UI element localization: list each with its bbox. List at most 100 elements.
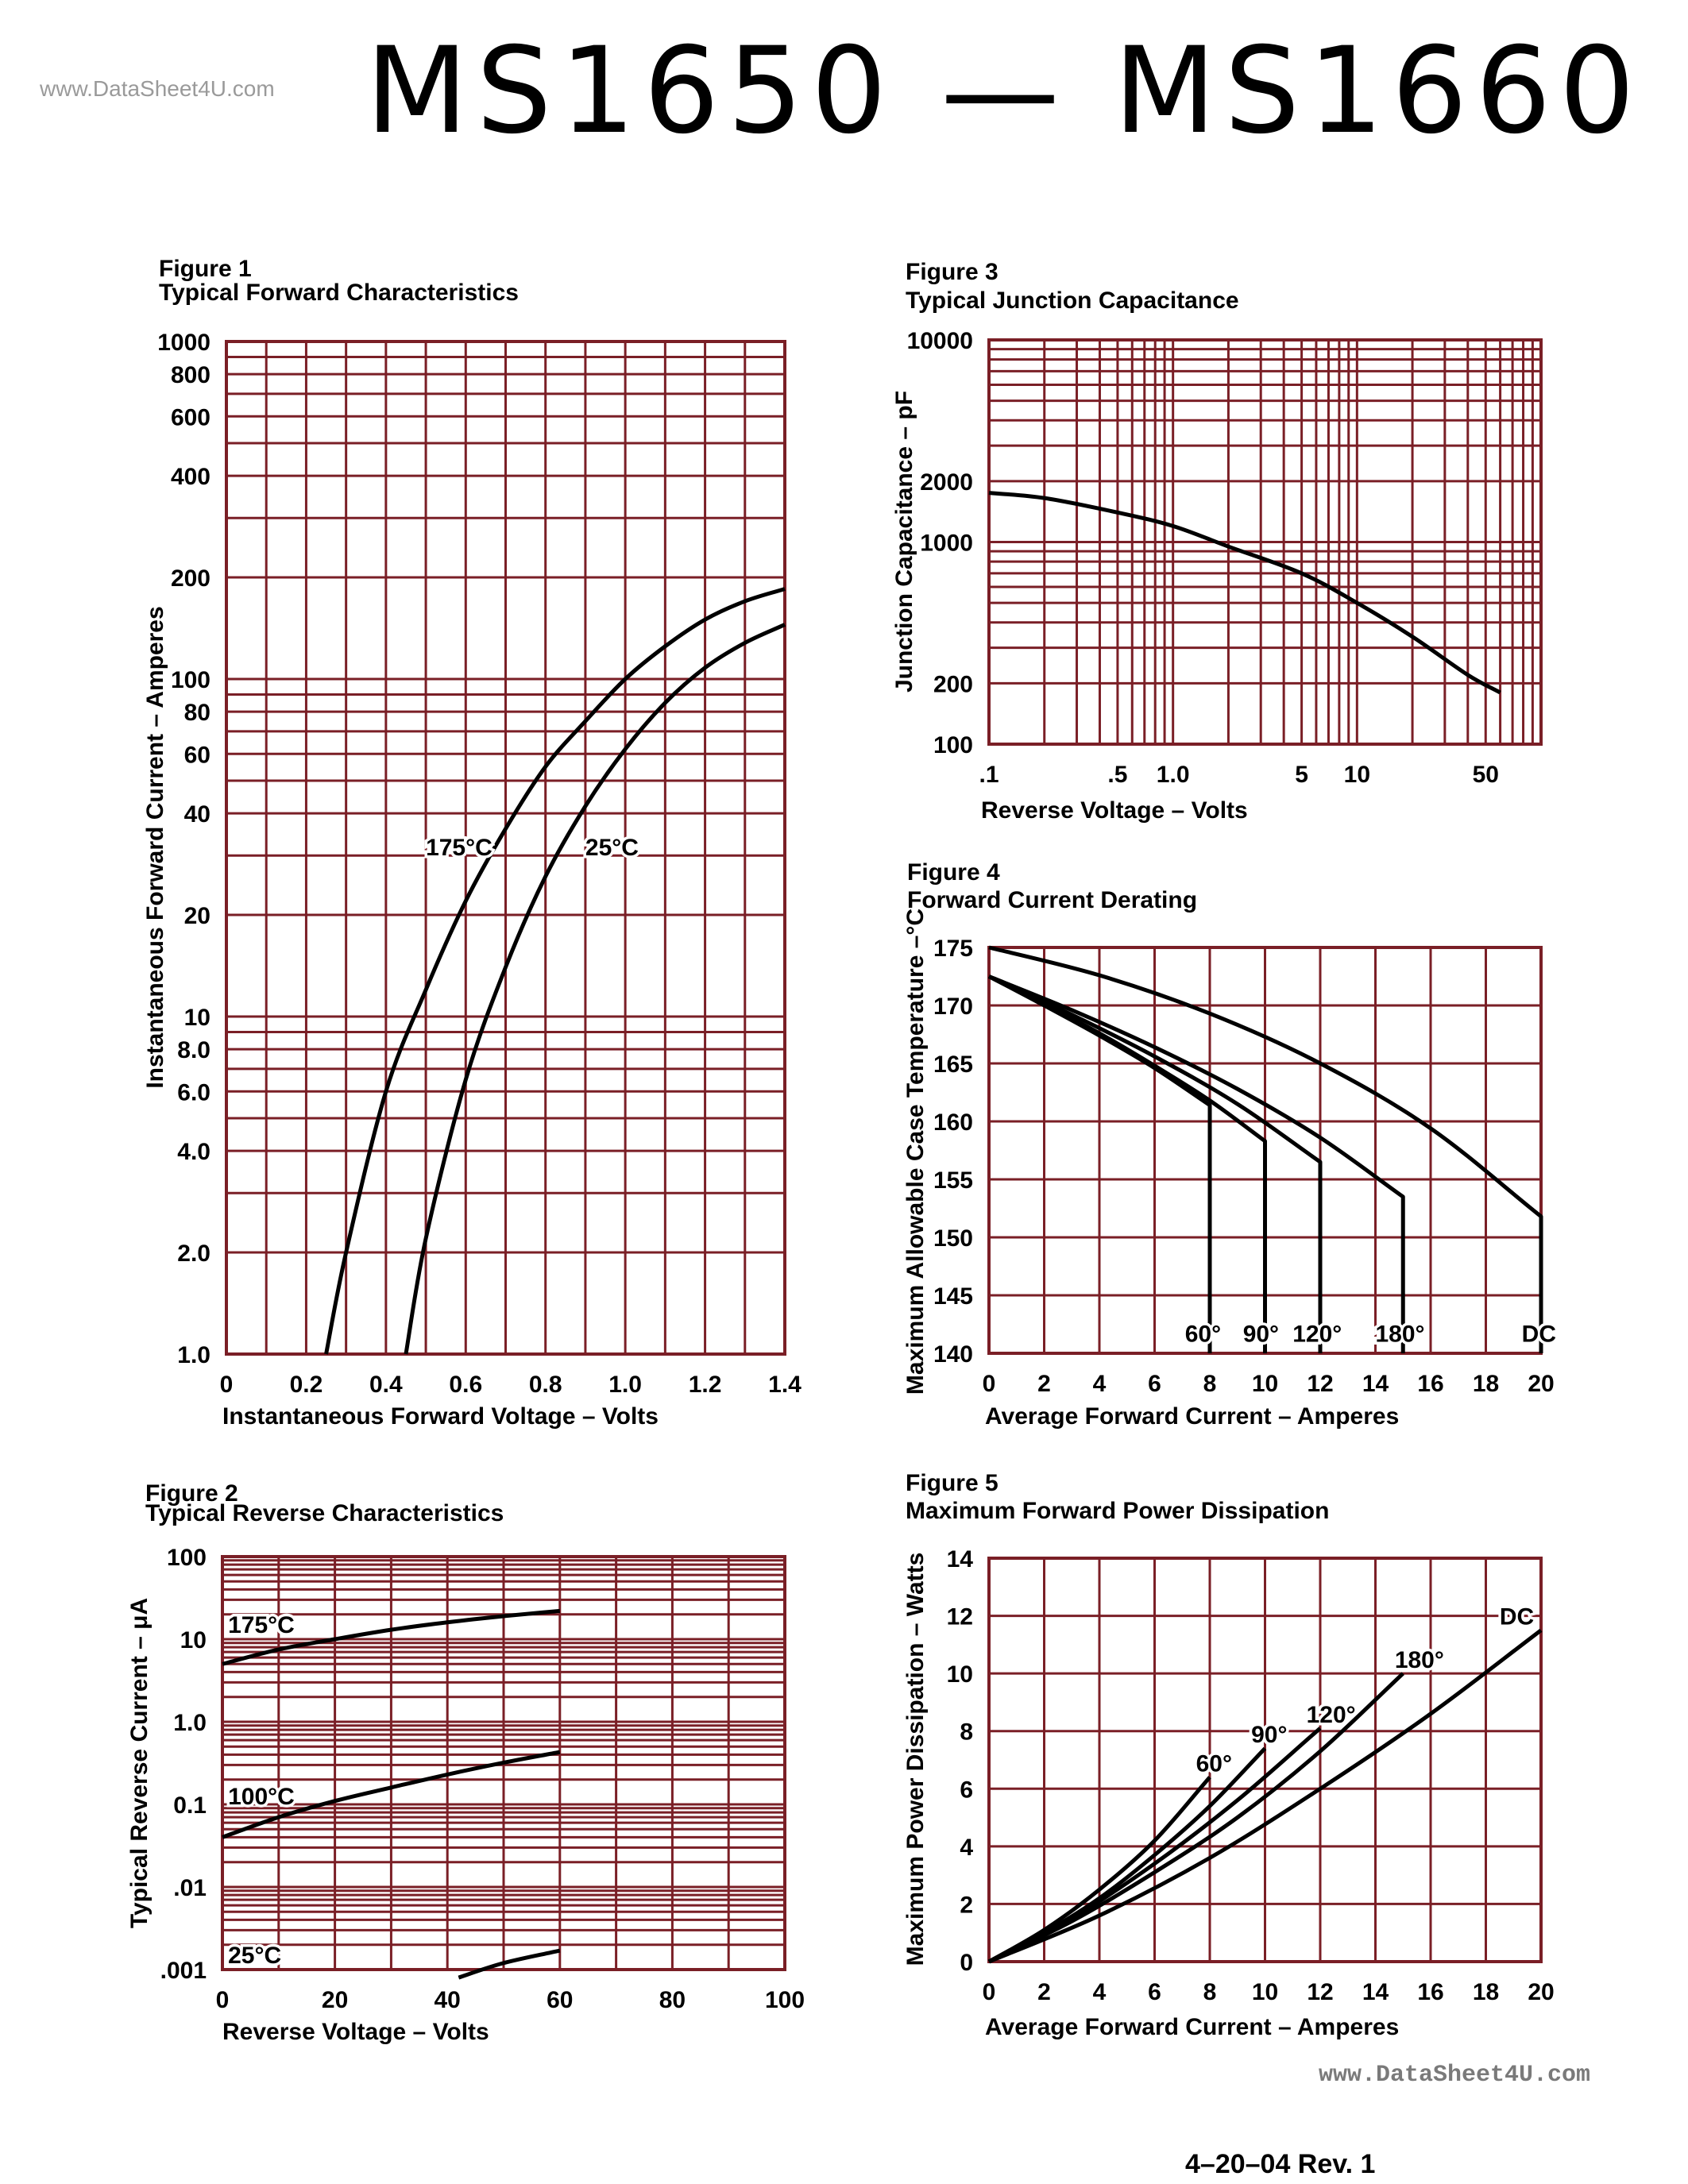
x-tick-label: 0.6 bbox=[449, 1372, 482, 1398]
fig4-tick-labels: 0 2 4 6 8 10 12 14 16 18 20 140 145 150 155 160 165 170 17… bbox=[933, 936, 1555, 1397]
fig2-curve-label: 100°C bbox=[228, 1784, 295, 1810]
x-tick-label: 1.4 bbox=[768, 1372, 802, 1398]
y-tick-label: 14 bbox=[947, 1546, 974, 1572]
fig5-curve-dc bbox=[988, 1628, 1543, 1964]
fig5-tick-labels: 0 2 4 6 8 10 12 14 16 18 20 0 2 4 6 8 10 12 14 bbox=[947, 1546, 1555, 2005]
fig2-curve-100-c bbox=[222, 1750, 561, 1839]
x-tick-label: 1.0 bbox=[1157, 762, 1190, 788]
fig4-curve-label: 180° bbox=[1376, 1321, 1425, 1347]
x-tick-label: 10 bbox=[1252, 1979, 1278, 2005]
fig5-y-axis-label: Maximum Power Dissipation – Watts bbox=[902, 1553, 929, 1966]
y-tick-label: 4.0 bbox=[177, 1139, 211, 1165]
fig3-tick-labels: .1 .5 1.0 5 10 50 100 200 1000 2000 10000 bbox=[907, 328, 1499, 788]
y-tick-label: 170 bbox=[933, 994, 973, 1020]
fig5-curve-label: 60° bbox=[1196, 1751, 1232, 1777]
fig4-curve-label: 120° bbox=[1292, 1321, 1342, 1347]
x-tick-label: 14 bbox=[1362, 1371, 1389, 1397]
y-tick-label: 2000 bbox=[920, 469, 973, 496]
fig3-grid bbox=[987, 340, 1541, 746]
fig1-title: Typical Forward Characteristics bbox=[159, 280, 519, 306]
fig4-series bbox=[987, 945, 1543, 1353]
fig5-curve-label: DC bbox=[1500, 1603, 1534, 1630]
y-tick-label: .01 bbox=[173, 1875, 207, 1901]
x-tick-label: 8 bbox=[1203, 1979, 1217, 2005]
x-tick-label: 20 bbox=[1528, 1979, 1554, 2005]
x-tick-label: 5 bbox=[1295, 762, 1308, 788]
y-tick-label: 600 bbox=[171, 404, 211, 430]
fig4-title: Forward Current Derating bbox=[907, 887, 1197, 913]
fig1-y-axis-label: Instantaneous Forward Current – Amperes bbox=[142, 606, 168, 1088]
x-tick-label: .1 bbox=[979, 762, 999, 788]
fig5-title: Maximum Forward Power Dissipation bbox=[906, 1498, 1329, 1524]
fig5-series bbox=[987, 1628, 1543, 1964]
y-tick-label: 4 bbox=[960, 1835, 973, 1861]
y-tick-label: 8.0 bbox=[177, 1037, 211, 1063]
fig5-curve-180- bbox=[987, 1672, 1404, 1964]
x-tick-label: 8 bbox=[1203, 1371, 1217, 1397]
fig4-figure-label: Figure 4 bbox=[907, 859, 1000, 886]
fig2-y-axis-label: Typical Reverse Current – μA bbox=[126, 1598, 153, 1928]
fig4-curve-label: 60° bbox=[1185, 1321, 1221, 1347]
x-tick-label: 0 bbox=[220, 1372, 234, 1398]
x-tick-label: 0.2 bbox=[290, 1372, 323, 1398]
fig2-curve-175-c bbox=[222, 1608, 561, 1666]
x-tick-label: 80 bbox=[659, 1987, 686, 2013]
y-tick-label: 140 bbox=[933, 1341, 973, 1368]
fig4-curve-90- bbox=[987, 974, 1267, 1353]
fig4-x-axis-label: Average Forward Current – Amperes bbox=[985, 1403, 1399, 1430]
x-tick-label: 0 bbox=[983, 1371, 996, 1397]
fig1-series bbox=[324, 587, 786, 1355]
fig1-curve-label: 175°C bbox=[426, 835, 492, 861]
fig5-x-axis-label: Average Forward Current – Amperes bbox=[985, 2014, 1399, 2040]
x-tick-label: 2 bbox=[1037, 1371, 1051, 1397]
y-tick-label: 10000 bbox=[907, 328, 973, 354]
fig3-y-axis-label: Junction Capacitance – pF bbox=[891, 391, 917, 693]
y-tick-label: 150 bbox=[933, 1225, 973, 1252]
fig1-figure-label: Figure 1 bbox=[159, 256, 252, 282]
fig2-curve-label: 175°C bbox=[228, 1612, 295, 1638]
fig4-y-axis-label: Maximum Allowable Case Temperature –°C bbox=[902, 909, 929, 1395]
y-tick-label: .001 bbox=[160, 1958, 207, 1984]
x-tick-label: 1.2 bbox=[689, 1372, 722, 1398]
y-tick-label: 100 bbox=[171, 667, 211, 693]
revision-footer: 4–20–04 Rev. 1 bbox=[1185, 2149, 1376, 2179]
fig1-tick-labels: 0 0.2 0.4 0.6 0.8 1.0 1.2 1.4 1.0 2.0 4.0 6.0 8.0 10 2… bbox=[157, 330, 802, 1398]
x-tick-label: 14 bbox=[1362, 1979, 1389, 2005]
x-tick-label: 100 bbox=[765, 1987, 805, 2013]
y-tick-label: 10 bbox=[184, 1005, 211, 1031]
y-tick-label: 400 bbox=[171, 464, 211, 490]
y-tick-label: 60 bbox=[184, 742, 211, 768]
y-tick-label: 155 bbox=[933, 1167, 973, 1194]
x-tick-label: 6 bbox=[1148, 1371, 1161, 1397]
x-tick-label: 6 bbox=[1148, 1979, 1161, 2005]
fig5-curve-label: 180° bbox=[1395, 1647, 1444, 1673]
x-tick-label: 60 bbox=[547, 1987, 573, 2013]
x-tick-label: 1.0 bbox=[608, 1372, 642, 1398]
y-tick-label: 1000 bbox=[157, 330, 211, 356]
fig5-curve-90- bbox=[987, 1746, 1267, 1964]
fig2-curve-25-c bbox=[458, 1948, 561, 1980]
fig3-figure-label: Figure 3 bbox=[906, 259, 999, 285]
y-tick-label: 1000 bbox=[920, 531, 973, 557]
fig3-title: Typical Junction Capacitance bbox=[906, 287, 1239, 314]
x-tick-label: 12 bbox=[1307, 1371, 1333, 1397]
fig4-curve-dc bbox=[988, 945, 1543, 1353]
x-tick-label: 0 bbox=[216, 1987, 230, 2013]
x-tick-label: 18 bbox=[1473, 1371, 1499, 1397]
x-tick-label: 10 bbox=[1252, 1371, 1278, 1397]
fig4-curve-label: 90° bbox=[1243, 1321, 1279, 1347]
fig4-curve-180- bbox=[988, 974, 1405, 1353]
watermark-bottom: www.DataSheet4U.com bbox=[1319, 2062, 1591, 2089]
y-tick-label: 160 bbox=[933, 1109, 973, 1136]
x-tick-label: 20 bbox=[1528, 1371, 1554, 1397]
y-tick-label: 200 bbox=[171, 565, 211, 592]
x-tick-label: 40 bbox=[435, 1987, 461, 2013]
y-tick-label: 40 bbox=[184, 801, 211, 828]
y-tick-label: 2.0 bbox=[177, 1241, 211, 1267]
fig1-frame bbox=[225, 340, 786, 1356]
x-tick-label: 0 bbox=[983, 1979, 996, 2005]
y-tick-label: 165 bbox=[933, 1051, 973, 1078]
